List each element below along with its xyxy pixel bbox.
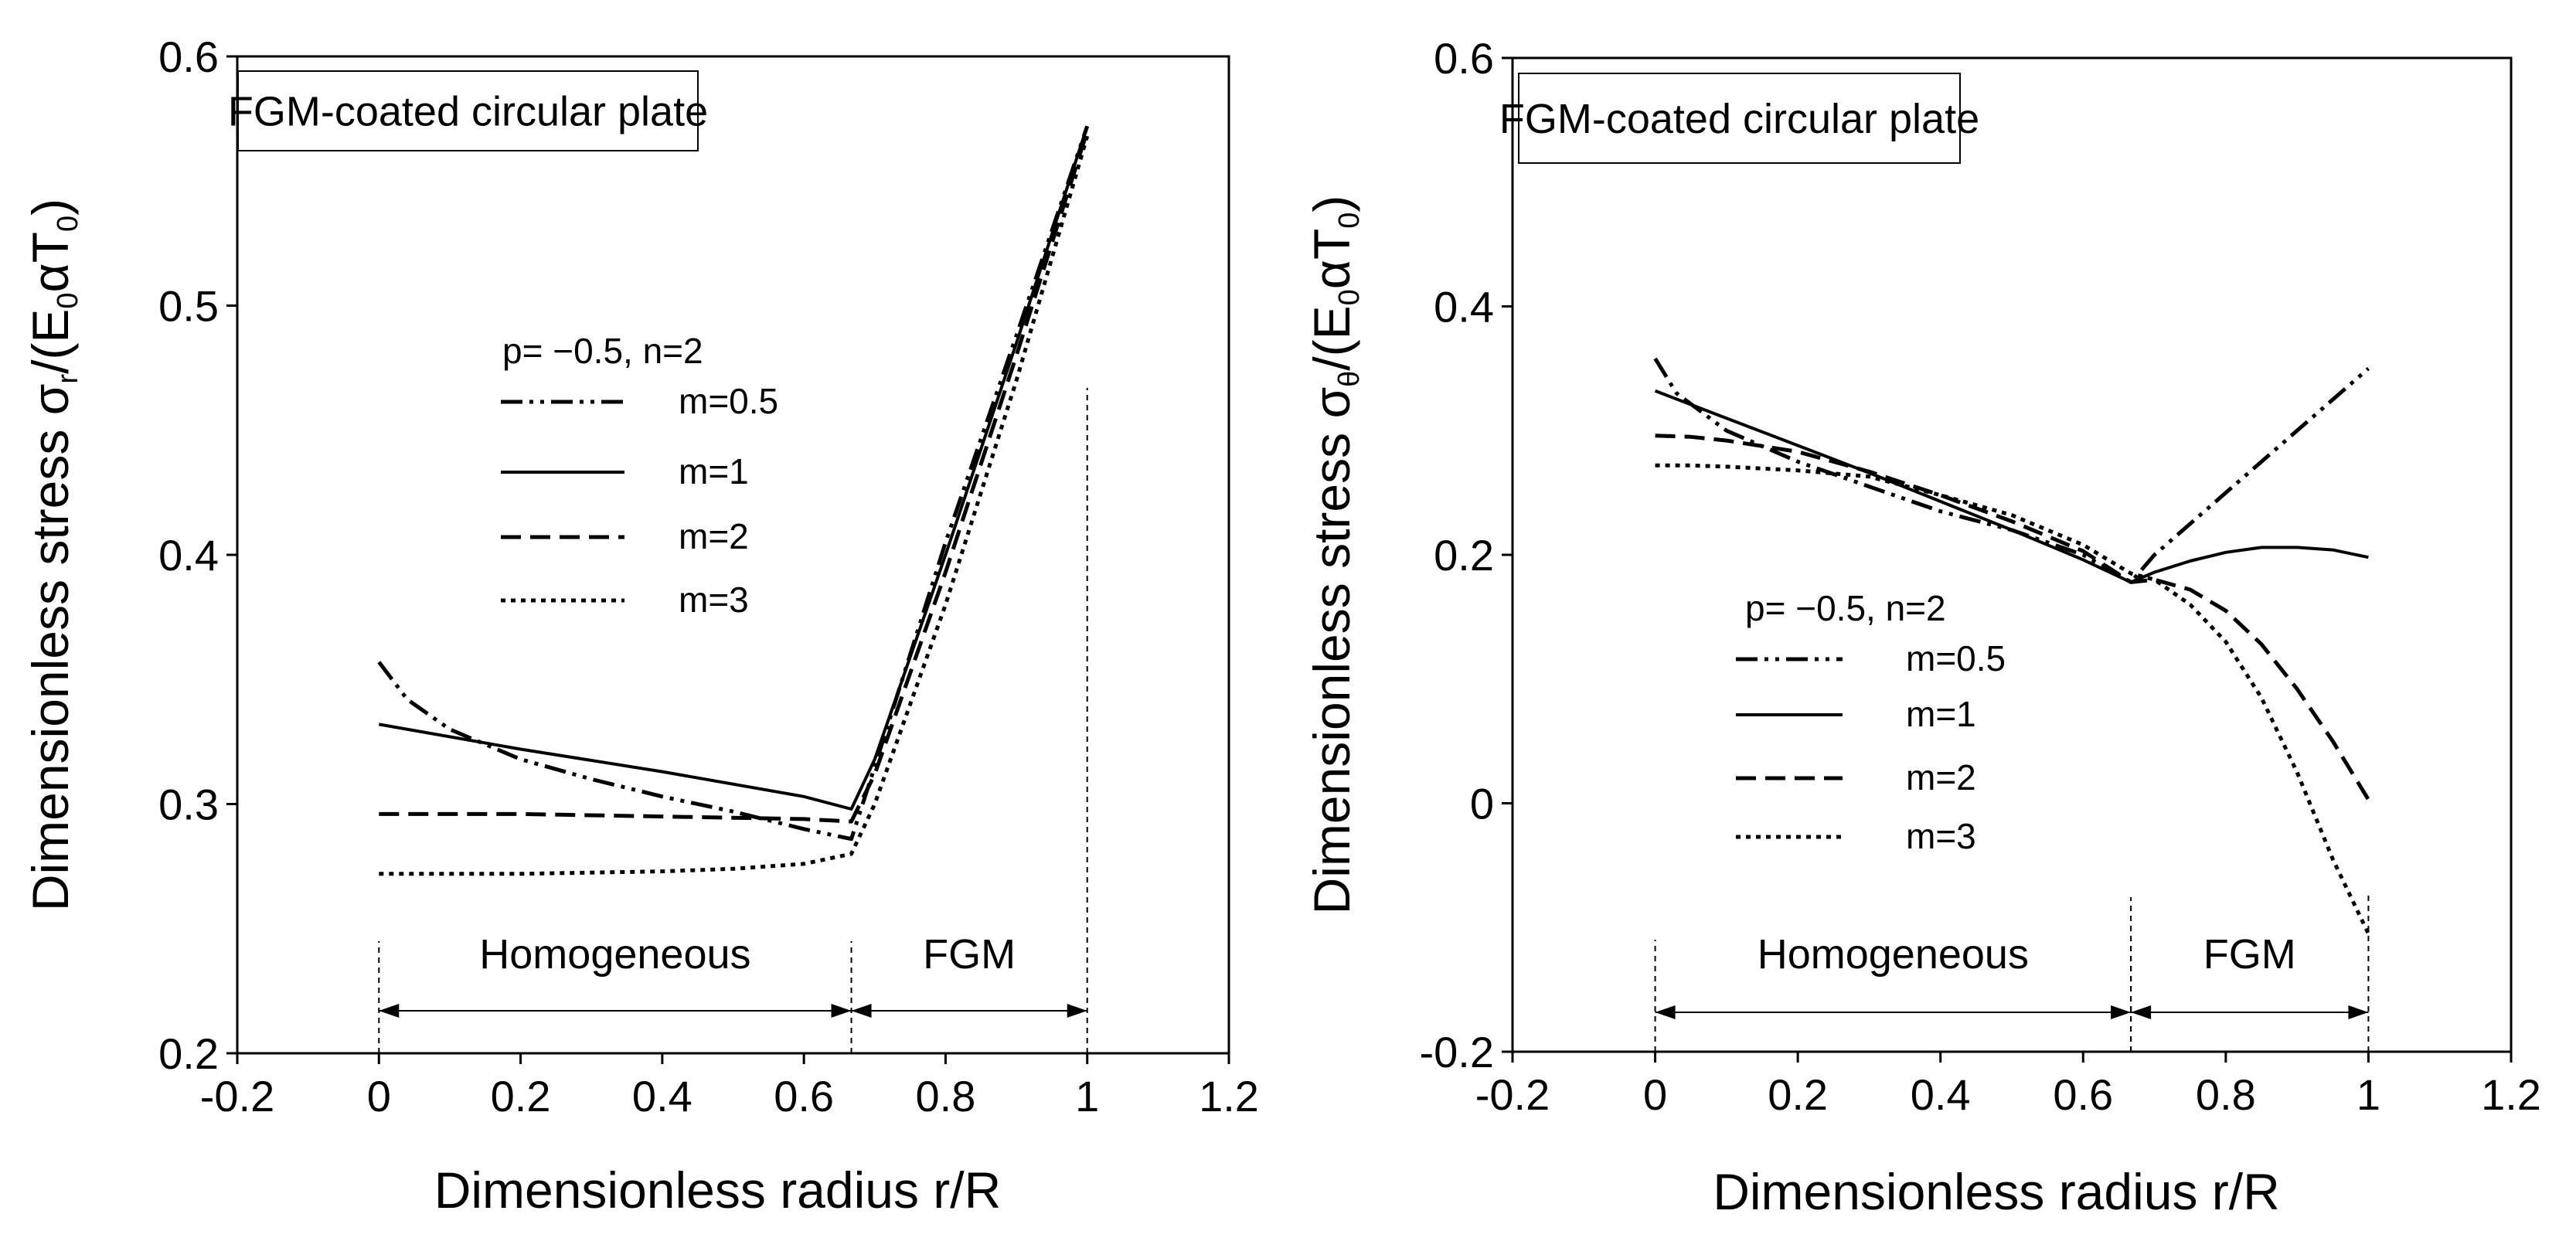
region-label-homogeneous: Homogeneous [1758,931,2029,978]
legend-entry: m=3 [679,580,749,620]
y-axis-label: Dimensionless stress σr/(E0αT0) [22,199,84,911]
y-axis-label-part: ) [1303,196,1360,213]
legend-entry: m=1 [1906,694,1976,734]
y-tick-label: 0.2 [1434,531,1494,580]
y-tick-label: 0 [1470,780,1494,828]
legend-entry: m=0.5 [679,381,778,421]
x-tick-label: 0.2 [491,1072,551,1120]
chart-left-sigma-r: -0.2 0 0.2 0.4 0.6 0.8 1 1.2 0.2 0.3 0.4 0.5 0.6 Dime… [0,0,1288,1248]
x-tick-label: 0 [367,1072,391,1120]
fgm-arrow-head-left [852,1004,872,1018]
y-tick-label: -0.2 [1420,1028,1495,1076]
y-axis-label-part: θ [1333,371,1366,387]
y-axis-label-part: 0 [1333,289,1366,305]
y-axis-label-part: 0 [52,292,84,308]
legend-entry: m=0.5 [1906,638,2006,678]
homogeneous-arrow-head-right [2111,1005,2131,1019]
y-axis-label-part: 0 [52,216,84,232]
y-axis-label-part: /(E [1303,305,1360,370]
chart-right-sigma-theta: -0.2 0 0.2 0.4 0.6 0.8 1 1.2 -0.2 0 0.2 0.4 0.6 Dimen… [1288,0,2576,1248]
legend-title: p= −0.5, n=2 [1745,588,1946,628]
region-label-fgm: FGM [2203,931,2296,978]
x-tick-label: 0.8 [915,1072,975,1120]
x-tick-label: 1.2 [1199,1072,1259,1120]
legend-entry: m=3 [1906,816,1976,856]
series-line-m-1 [1656,391,2369,583]
y-tick-label: 0.2 [158,1029,219,1078]
x-tick-label: 0.6 [2053,1070,2113,1119]
homogeneous-arrow-head-left [379,1004,399,1018]
legend-title: p= −0.5, n=2 [502,331,703,371]
y-axis-label-part: r [52,374,84,384]
x-axis-label: Dimensionless radius r/R [1713,1163,2280,1220]
x-tick-label: 0.4 [1911,1070,1971,1119]
y-tick-label: 0.6 [158,32,219,81]
y-tick-label: 0.5 [158,282,219,331]
fgm-arrow-head-right [2348,1005,2368,1019]
y-axis-label-part: αT [22,232,79,292]
y-axis-label: Dimensionless stress σθ/(E0αT0) [1303,196,1366,915]
x-tick-label: 1.2 [2481,1070,2541,1119]
x-axis-label: Dimensionless radius r/R [434,1161,1002,1219]
y-axis-label-part: αT [1303,229,1360,289]
y-axis-label-part: Dimensionless stress σ [1303,387,1360,915]
x-tick-label: 0.4 [632,1072,692,1120]
x-tick-label: 0.8 [2196,1070,2256,1119]
y-tick-label: 0.4 [1434,283,1494,332]
x-tick-label: 0.2 [1768,1070,1828,1119]
x-tick-label: 1 [1075,1072,1099,1120]
region-label-homogeneous: Homogeneous [479,931,750,978]
x-tick-label: -0.2 [1475,1070,1550,1119]
x-tick-label: 1 [2357,1070,2380,1119]
y-axis-label-part: /(E [22,309,79,374]
x-tick-label: -0.2 [200,1072,275,1120]
y-tick-label: 0.6 [1434,34,1494,83]
region-label-fgm: FGM [923,931,1016,978]
fgm-arrow-head-right [1067,1004,1087,1018]
homogeneous-arrow-head-left [1656,1005,1676,1019]
chart-title: FGM-coated circular plate [228,89,708,135]
homogeneous-arrow-head-right [832,1004,852,1018]
y-axis-label-part: Dimensionless stress σ [22,384,79,912]
y-tick-label: 0.4 [158,531,219,580]
y-axis-label-part: ) [22,199,79,216]
y-axis-label-part: 0 [1333,213,1366,229]
fgm-arrow-head-left [2131,1005,2151,1019]
chart-title: FGM-coated circular plate [1499,96,1979,142]
x-tick-label: 0 [1643,1070,1667,1119]
series-line-m-3 [1656,465,2369,933]
legend-entry: m=1 [679,451,749,491]
x-tick-label: 0.6 [774,1072,834,1120]
legend-entry: m=2 [1906,757,1976,797]
y-tick-label: 0.3 [158,780,219,829]
legend-entry: m=2 [679,516,749,556]
series-line-m-3 [379,136,1087,874]
